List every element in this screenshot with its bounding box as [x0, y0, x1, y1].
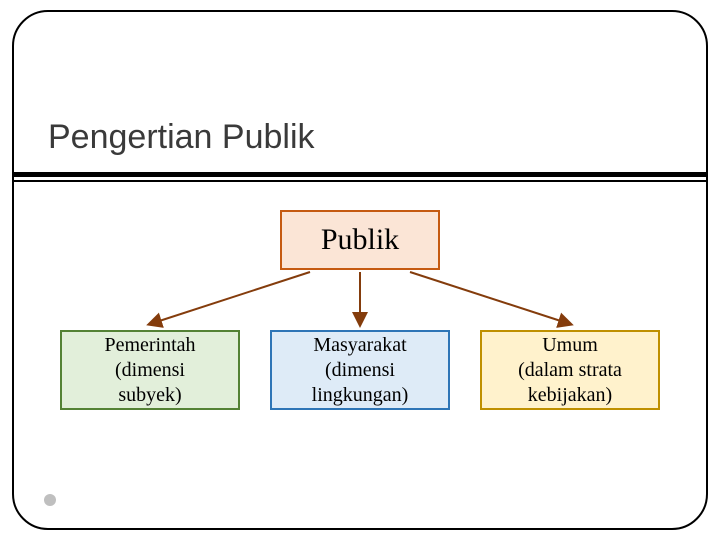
diagram-leaf-umum: Umum (dalam strata kebijakan): [480, 330, 660, 410]
diagram-leaf-label: Masyarakat (dimensi lingkungan): [312, 333, 409, 408]
diagram-leaf-label: Umum (dalam strata kebijakan): [518, 333, 622, 408]
diagram-leaf-pemerintah: Pemerintah (dimensi subyek): [60, 330, 240, 410]
slide-title: Pengertian Publik: [48, 118, 315, 157]
diagram-root-node: Publik: [280, 210, 440, 270]
diagram-root-label: Publik: [321, 223, 399, 257]
divider-thin: [14, 180, 706, 182]
diagram-leaf-label: Pemerintah (dimensi subyek): [104, 333, 195, 408]
page-indicator-dot: [44, 494, 56, 506]
slide-frame: [12, 10, 708, 530]
diagram-leaf-masyarakat: Masyarakat (dimensi lingkungan): [270, 330, 450, 410]
divider-thick: [14, 172, 706, 177]
